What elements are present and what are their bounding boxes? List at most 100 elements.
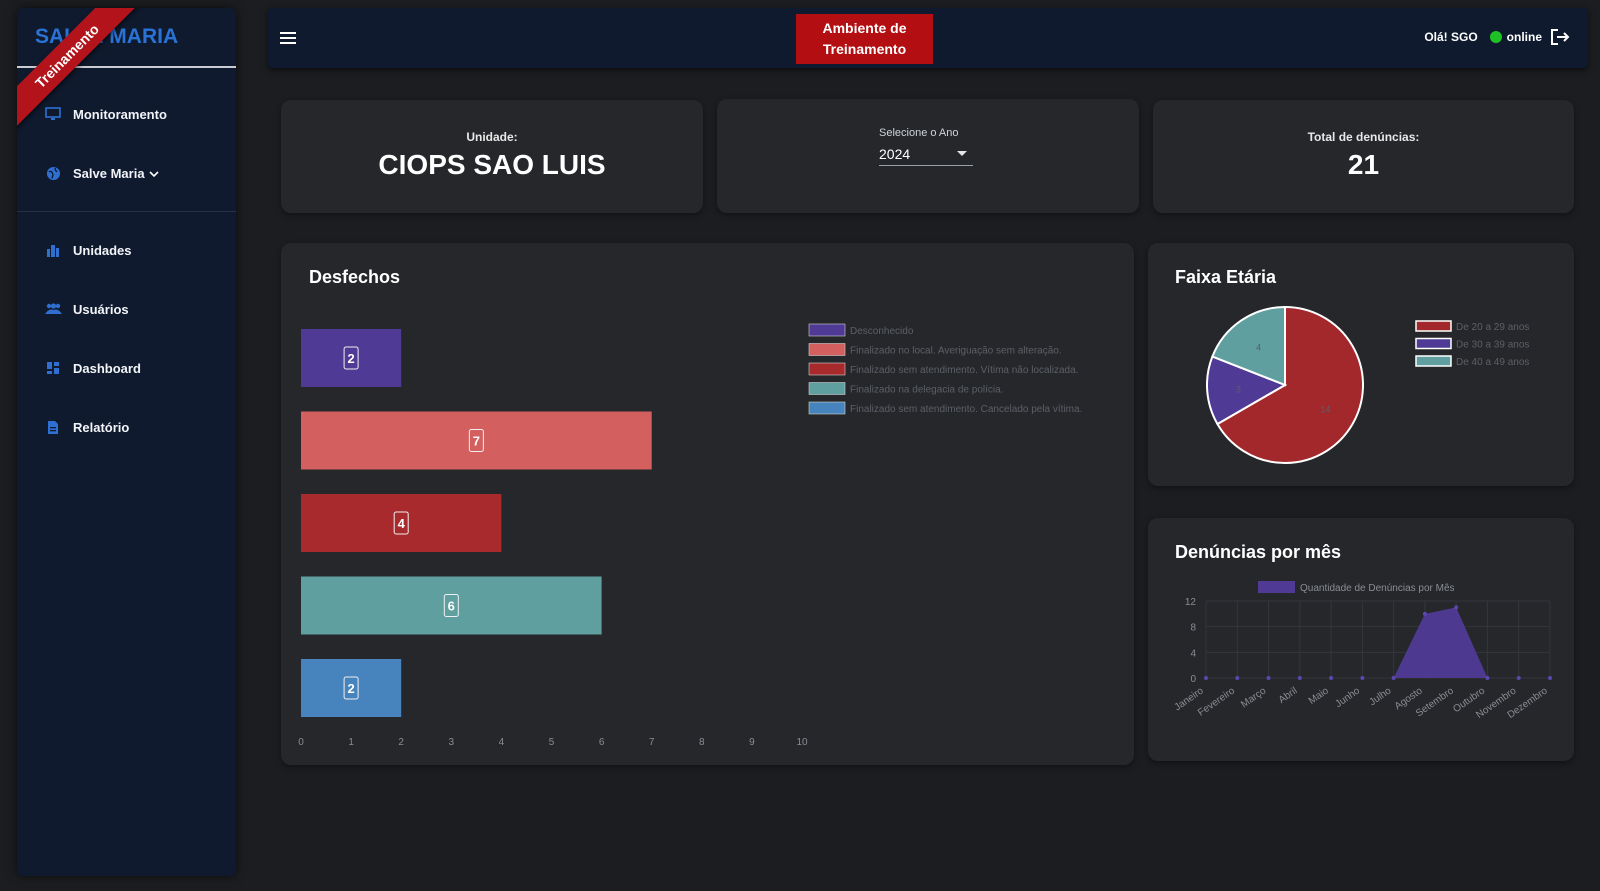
desfechos-card: Desfechos 2 7 4 6 2 0 1 2 3 4 5 6 7 8 9 10 Desconhecido F… bbox=[281, 243, 1134, 765]
unit-label: Unidade: bbox=[466, 130, 518, 144]
y-tick-label: 4 bbox=[1190, 648, 1196, 659]
user-greeting: Olá! SGO bbox=[1424, 30, 1478, 44]
sidebar: Treinamento SALVE MARIA Monitoramento Sa… bbox=[17, 8, 236, 876]
pie-value-label-0: 14 bbox=[1321, 404, 1331, 414]
x-tick-label: Julho bbox=[1367, 685, 1393, 708]
faixa-etaria-card: Faixa Etária 14 3 4 De 20 a 29 anos De 30 a … bbox=[1148, 243, 1574, 486]
x-tick-label: 10 bbox=[796, 737, 808, 748]
sidebar-item-usuarios[interactable]: Usuários bbox=[17, 289, 236, 329]
faixa-etaria-title: Faixa Etária bbox=[1175, 267, 1277, 287]
sidebar-item-dashboard[interactable]: Dashboard bbox=[17, 348, 236, 388]
chevron-down-icon bbox=[148, 166, 159, 181]
bar-data-label-4: 2 bbox=[347, 681, 354, 696]
denuncias-mes-card: Denúncias por mês 0 4 8 12 Janeiro Fevereiro M… bbox=[1148, 518, 1574, 761]
faixa-etaria-chart: 14 3 4 De 20 a 29 anos De 30 a 39 anos De 40 … bbox=[1206, 305, 1529, 464]
pie-slice-2 bbox=[1211, 305, 1286, 387]
environment-badge: Ambiente de Treinamento bbox=[796, 14, 933, 64]
data-point-5 bbox=[1360, 676, 1365, 680]
bar-0 bbox=[301, 329, 402, 387]
legend-label-4: Finalizado sem atendimento. Cancelado pe… bbox=[850, 404, 1082, 415]
desfechos-title: Desfechos bbox=[309, 267, 401, 287]
sidebar-item-relatorio[interactable]: Relatório bbox=[17, 407, 236, 447]
users-icon bbox=[43, 299, 63, 319]
bar-data-label-0: 2 bbox=[347, 351, 354, 366]
sidebar-divider bbox=[17, 211, 236, 212]
sidebar-item-salve-maria[interactable]: Salve Maria bbox=[17, 153, 236, 193]
file-icon bbox=[43, 417, 63, 437]
x-tick-label: 6 bbox=[599, 737, 605, 748]
monitor-icon bbox=[43, 104, 63, 124]
year-select-field[interactable]: 2024 bbox=[879, 142, 973, 166]
environment-line-1: Ambiente de bbox=[822, 20, 907, 36]
x-tick-label: Junho bbox=[1333, 685, 1362, 710]
pie-legend-label-0: De 20 a 29 anos bbox=[1456, 322, 1529, 333]
sidebar-item-label: Relatório bbox=[73, 419, 130, 435]
legend-swatch-3 bbox=[808, 382, 846, 395]
desfechos-chart: 2 7 4 6 2 0 1 2 3 4 5 6 7 8 9 10 Desconhecido Finalizado … bbox=[298, 323, 1082, 748]
status-text: online bbox=[1506, 30, 1542, 44]
x-tick-label: 2 bbox=[398, 737, 404, 748]
bar-data-label-3: 6 bbox=[448, 599, 455, 614]
pie-slice-0 bbox=[1216, 305, 1364, 464]
legend-label-3: Finalizado na delegacia de polícia. bbox=[850, 385, 1003, 396]
x-tick-label: 1 bbox=[348, 737, 354, 748]
pie-legend-swatch-0 bbox=[1415, 320, 1452, 332]
y-tick-label: 8 bbox=[1190, 623, 1196, 634]
pie-value-label-1: 3 bbox=[1236, 384, 1241, 394]
x-tick-label: Março bbox=[1239, 685, 1268, 710]
logout-icon[interactable] bbox=[1550, 28, 1570, 46]
bar-4 bbox=[301, 659, 402, 717]
y-tick-label: 0 bbox=[1190, 674, 1196, 685]
pie-legend-swatch-2 bbox=[1415, 355, 1452, 367]
pie-value-label-2: 4 bbox=[1256, 342, 1261, 352]
caret-down-icon bbox=[957, 151, 967, 156]
unit-value: CIOPS SAO LUIS bbox=[378, 149, 606, 180]
legend-swatch-1 bbox=[808, 343, 846, 356]
globe-icon bbox=[43, 163, 63, 183]
x-tick-label: 8 bbox=[699, 737, 705, 748]
legend-label-1: Finalizado no local. Averiguação sem alt… bbox=[850, 346, 1062, 357]
data-point-10 bbox=[1516, 676, 1521, 680]
data-point-9 bbox=[1485, 676, 1490, 680]
status-dot-icon bbox=[1489, 31, 1502, 43]
area-legend-label: Quantidade de Denúncias por Mês bbox=[1300, 583, 1455, 594]
legend-swatch-2 bbox=[808, 362, 846, 376]
data-point-6 bbox=[1391, 676, 1396, 680]
pie-legend-label-1: De 30 a 39 anos bbox=[1456, 340, 1529, 351]
x-tick-label: Maio bbox=[1307, 685, 1331, 707]
sidebar-item-label: Usuários bbox=[73, 301, 129, 317]
x-tick-label: 7 bbox=[649, 737, 655, 748]
data-point-8 bbox=[1454, 605, 1459, 610]
year-select-label: Selecione o Ano bbox=[879, 127, 959, 139]
pie-slice-1 bbox=[1206, 355, 1288, 426]
bar-2 bbox=[301, 494, 502, 552]
bar-data-label-box-3 bbox=[443, 594, 459, 617]
menu-icon[interactable] bbox=[278, 28, 298, 48]
sidebar-item-unidades[interactable]: Unidades bbox=[17, 230, 236, 270]
user-area: Olá! SGO online bbox=[1424, 28, 1570, 46]
data-point-0 bbox=[1204, 676, 1208, 680]
dashboard-icon bbox=[43, 358, 63, 378]
pie-legend-label-2: De 40 a 49 anos bbox=[1456, 357, 1529, 368]
x-tick-label: Abril bbox=[1277, 685, 1300, 705]
sidebar-item-monitoramento[interactable]: Monitoramento bbox=[17, 94, 236, 134]
denuncias-mes-title: Denúncias por mês bbox=[1175, 542, 1342, 562]
bar-data-label-box-2 bbox=[393, 511, 409, 535]
bar-3 bbox=[301, 576, 602, 635]
x-tick-label: 3 bbox=[449, 737, 455, 748]
topbar: Ambiente de Treinamento Olá! SGO online bbox=[268, 8, 1588, 68]
year-select-value: 2024 bbox=[879, 145, 911, 162]
data-point-2 bbox=[1266, 676, 1271, 680]
year-card: Selecione o Ano 2024 bbox=[717, 99, 1139, 213]
legend-swatch-4 bbox=[808, 401, 846, 415]
year-select[interactable]: Selecione o Ano 2024 bbox=[879, 127, 973, 166]
bar-data-label-2: 4 bbox=[398, 516, 406, 531]
legend-label-2: Finalizado sem atendimento. Vítima não l… bbox=[850, 365, 1078, 376]
y-tick-label: 12 bbox=[1185, 597, 1197, 608]
building-icon bbox=[43, 240, 63, 260]
x-tick-label: 9 bbox=[749, 737, 755, 748]
bar-data-label-box-4 bbox=[343, 676, 359, 700]
sidebar-item-label: Monitoramento bbox=[73, 106, 167, 122]
legend-swatch-0 bbox=[808, 323, 846, 337]
